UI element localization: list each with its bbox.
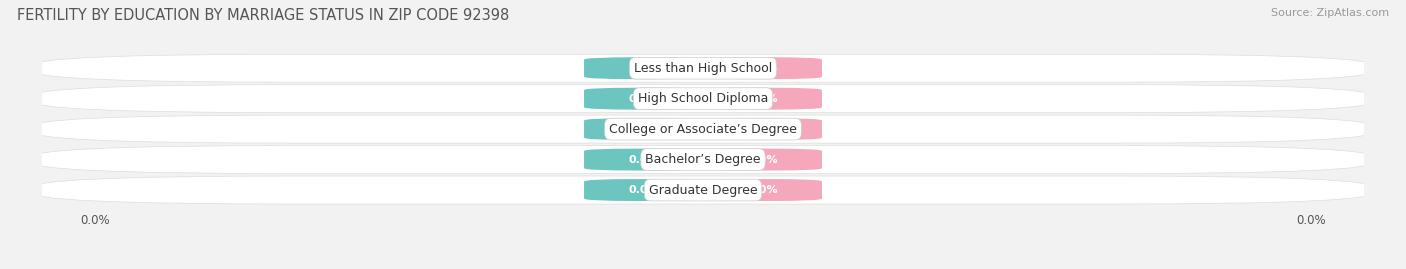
Text: 0.0%: 0.0% [628, 124, 659, 134]
FancyBboxPatch shape [583, 179, 703, 201]
Text: 0.0%: 0.0% [747, 124, 778, 134]
FancyBboxPatch shape [703, 88, 823, 110]
FancyBboxPatch shape [583, 148, 703, 171]
Text: 0.0%: 0.0% [628, 155, 659, 165]
Text: 0.0%: 0.0% [747, 185, 778, 195]
Legend: Married, Unmarried: Married, Unmarried [613, 264, 793, 269]
Text: College or Associate’s Degree: College or Associate’s Degree [609, 123, 797, 136]
FancyBboxPatch shape [30, 115, 1376, 143]
FancyBboxPatch shape [703, 57, 823, 79]
FancyBboxPatch shape [30, 176, 1376, 204]
FancyBboxPatch shape [583, 88, 703, 110]
Text: Bachelor’s Degree: Bachelor’s Degree [645, 153, 761, 166]
FancyBboxPatch shape [30, 146, 1376, 174]
Text: 0.0%: 0.0% [628, 185, 659, 195]
FancyBboxPatch shape [583, 57, 703, 79]
FancyBboxPatch shape [30, 54, 1376, 82]
Text: High School Diploma: High School Diploma [638, 92, 768, 105]
Text: Source: ZipAtlas.com: Source: ZipAtlas.com [1271, 8, 1389, 18]
Text: Less than High School: Less than High School [634, 62, 772, 75]
FancyBboxPatch shape [583, 118, 703, 140]
Text: 0.0%: 0.0% [747, 155, 778, 165]
Text: 0.0%: 0.0% [628, 94, 659, 104]
FancyBboxPatch shape [30, 85, 1376, 113]
Text: 0.0%: 0.0% [628, 63, 659, 73]
Text: FERTILITY BY EDUCATION BY MARRIAGE STATUS IN ZIP CODE 92398: FERTILITY BY EDUCATION BY MARRIAGE STATU… [17, 8, 509, 23]
FancyBboxPatch shape [703, 148, 823, 171]
Text: 0.0%: 0.0% [747, 94, 778, 104]
Text: 0.0%: 0.0% [747, 63, 778, 73]
FancyBboxPatch shape [703, 118, 823, 140]
Text: Graduate Degree: Graduate Degree [648, 183, 758, 197]
FancyBboxPatch shape [703, 179, 823, 201]
